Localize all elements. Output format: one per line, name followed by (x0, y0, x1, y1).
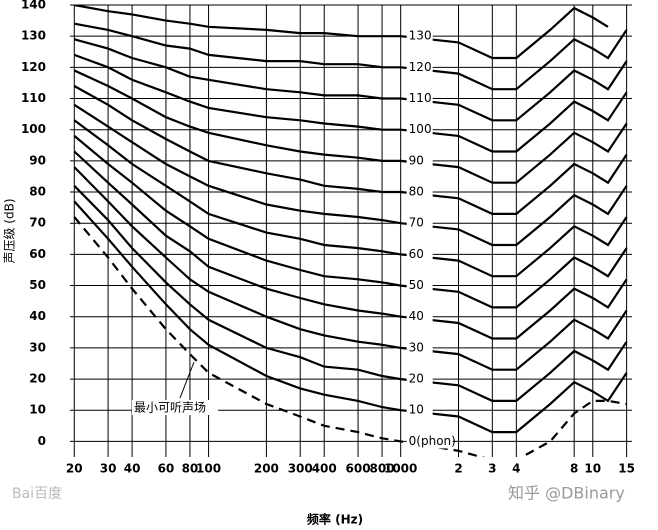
legend-label: 70 (409, 216, 424, 230)
loudness-curve (73, 185, 628, 402)
x-tick-label: 100 (196, 462, 221, 476)
y-tick-label: 60 (29, 247, 46, 261)
y-tick-label: 10 (29, 403, 46, 417)
label-background (406, 153, 433, 168)
x-tick-label: 600 (346, 462, 371, 476)
label-background (406, 434, 453, 449)
x-tick-label: 2 (454, 462, 462, 476)
legend-label: 0(phon) (409, 434, 456, 448)
x-tick-label: 80 (182, 462, 199, 476)
loudness-curve (73, 200, 628, 434)
legend-label: 90 (409, 153, 424, 167)
label-background (406, 91, 433, 106)
x-tick-label: 20 (66, 462, 83, 476)
y-tick-label: 30 (29, 340, 46, 354)
legend-label: 60 (409, 247, 424, 261)
y-tick-label: 70 (29, 216, 46, 230)
label-background (406, 309, 433, 324)
y-tick-label: 50 (29, 278, 46, 292)
x-tick-label: 8 (570, 462, 578, 476)
x-tick-label: 10 (584, 462, 601, 476)
loudness-curve (74, 38, 628, 122)
legend-label: 10 (409, 403, 424, 417)
legend-label: 30 (409, 340, 424, 354)
legend-label: 100 (409, 122, 432, 136)
x-tick-label: 60 (158, 462, 175, 476)
loudness-curve (73, 166, 628, 371)
label-background (406, 216, 433, 231)
loudness-curve (73, 135, 628, 309)
legend-label: 110 (409, 91, 432, 105)
label-background (406, 278, 433, 293)
legend-label: 40 (409, 309, 424, 323)
x-tick-label: 15 (618, 462, 635, 476)
label-background (406, 122, 433, 137)
y-tick-label: 140 (21, 0, 46, 12)
annotation: 最小可听声场 (134, 401, 206, 415)
loudness-curve (73, 216, 627, 457)
loudness-curve (74, 5, 609, 60)
legend-label: 120 (409, 60, 432, 74)
loudness-curve (73, 119, 628, 278)
loudness-curve (73, 69, 628, 184)
loudness-curve (74, 22, 628, 91)
label-background (406, 185, 433, 200)
legend-label: 130 (409, 29, 432, 43)
y-tick-label: 20 (29, 372, 46, 386)
loudness-curve (73, 53, 628, 153)
y-tick-label: 110 (21, 91, 46, 105)
legend-label: 20 (409, 372, 424, 386)
label-background (406, 247, 433, 262)
x-axis-label: 频率 (Hz) (307, 512, 363, 527)
y-tick-label: 40 (29, 309, 46, 323)
label-background (406, 60, 433, 75)
annotation-pointer (179, 361, 195, 399)
loudness-curve (73, 150, 628, 340)
y-tick-label: 100 (21, 122, 46, 136)
x-tick-label: 1000 (384, 462, 417, 476)
y-tick-label: 130 (21, 29, 46, 43)
curves (73, 5, 628, 457)
x-tick-label: 40 (124, 462, 141, 476)
grid (70, 4, 632, 457)
label-background (132, 400, 218, 415)
loudness-curve (73, 103, 628, 247)
x-tick-label: 4 (512, 462, 520, 476)
label-background (406, 403, 433, 418)
watermark: Bai百度 (12, 486, 62, 502)
y-tick-label: 90 (29, 153, 46, 167)
x-tick-label: 30 (100, 462, 117, 476)
loudness-curve (73, 85, 628, 215)
x-tick-label: 3 (488, 462, 496, 476)
y-tick-label: 80 (29, 185, 46, 199)
legend-label: 50 (409, 278, 424, 292)
x-tick-label: 400 (312, 462, 337, 476)
x-tick-label: 800 (370, 462, 395, 476)
y-tick-label: 0 (38, 434, 46, 448)
x-tick-label: 300 (288, 462, 313, 476)
label-background (406, 29, 433, 44)
legend-label: 80 (409, 185, 424, 199)
y-axis-label: 声压级 (dB) (3, 198, 17, 263)
y-tick-label: 120 (21, 60, 46, 74)
watermark: 知乎 @DBinary (508, 484, 625, 503)
label-background (406, 372, 433, 387)
x-tick-label: 200 (254, 462, 279, 476)
label-background (406, 340, 433, 355)
